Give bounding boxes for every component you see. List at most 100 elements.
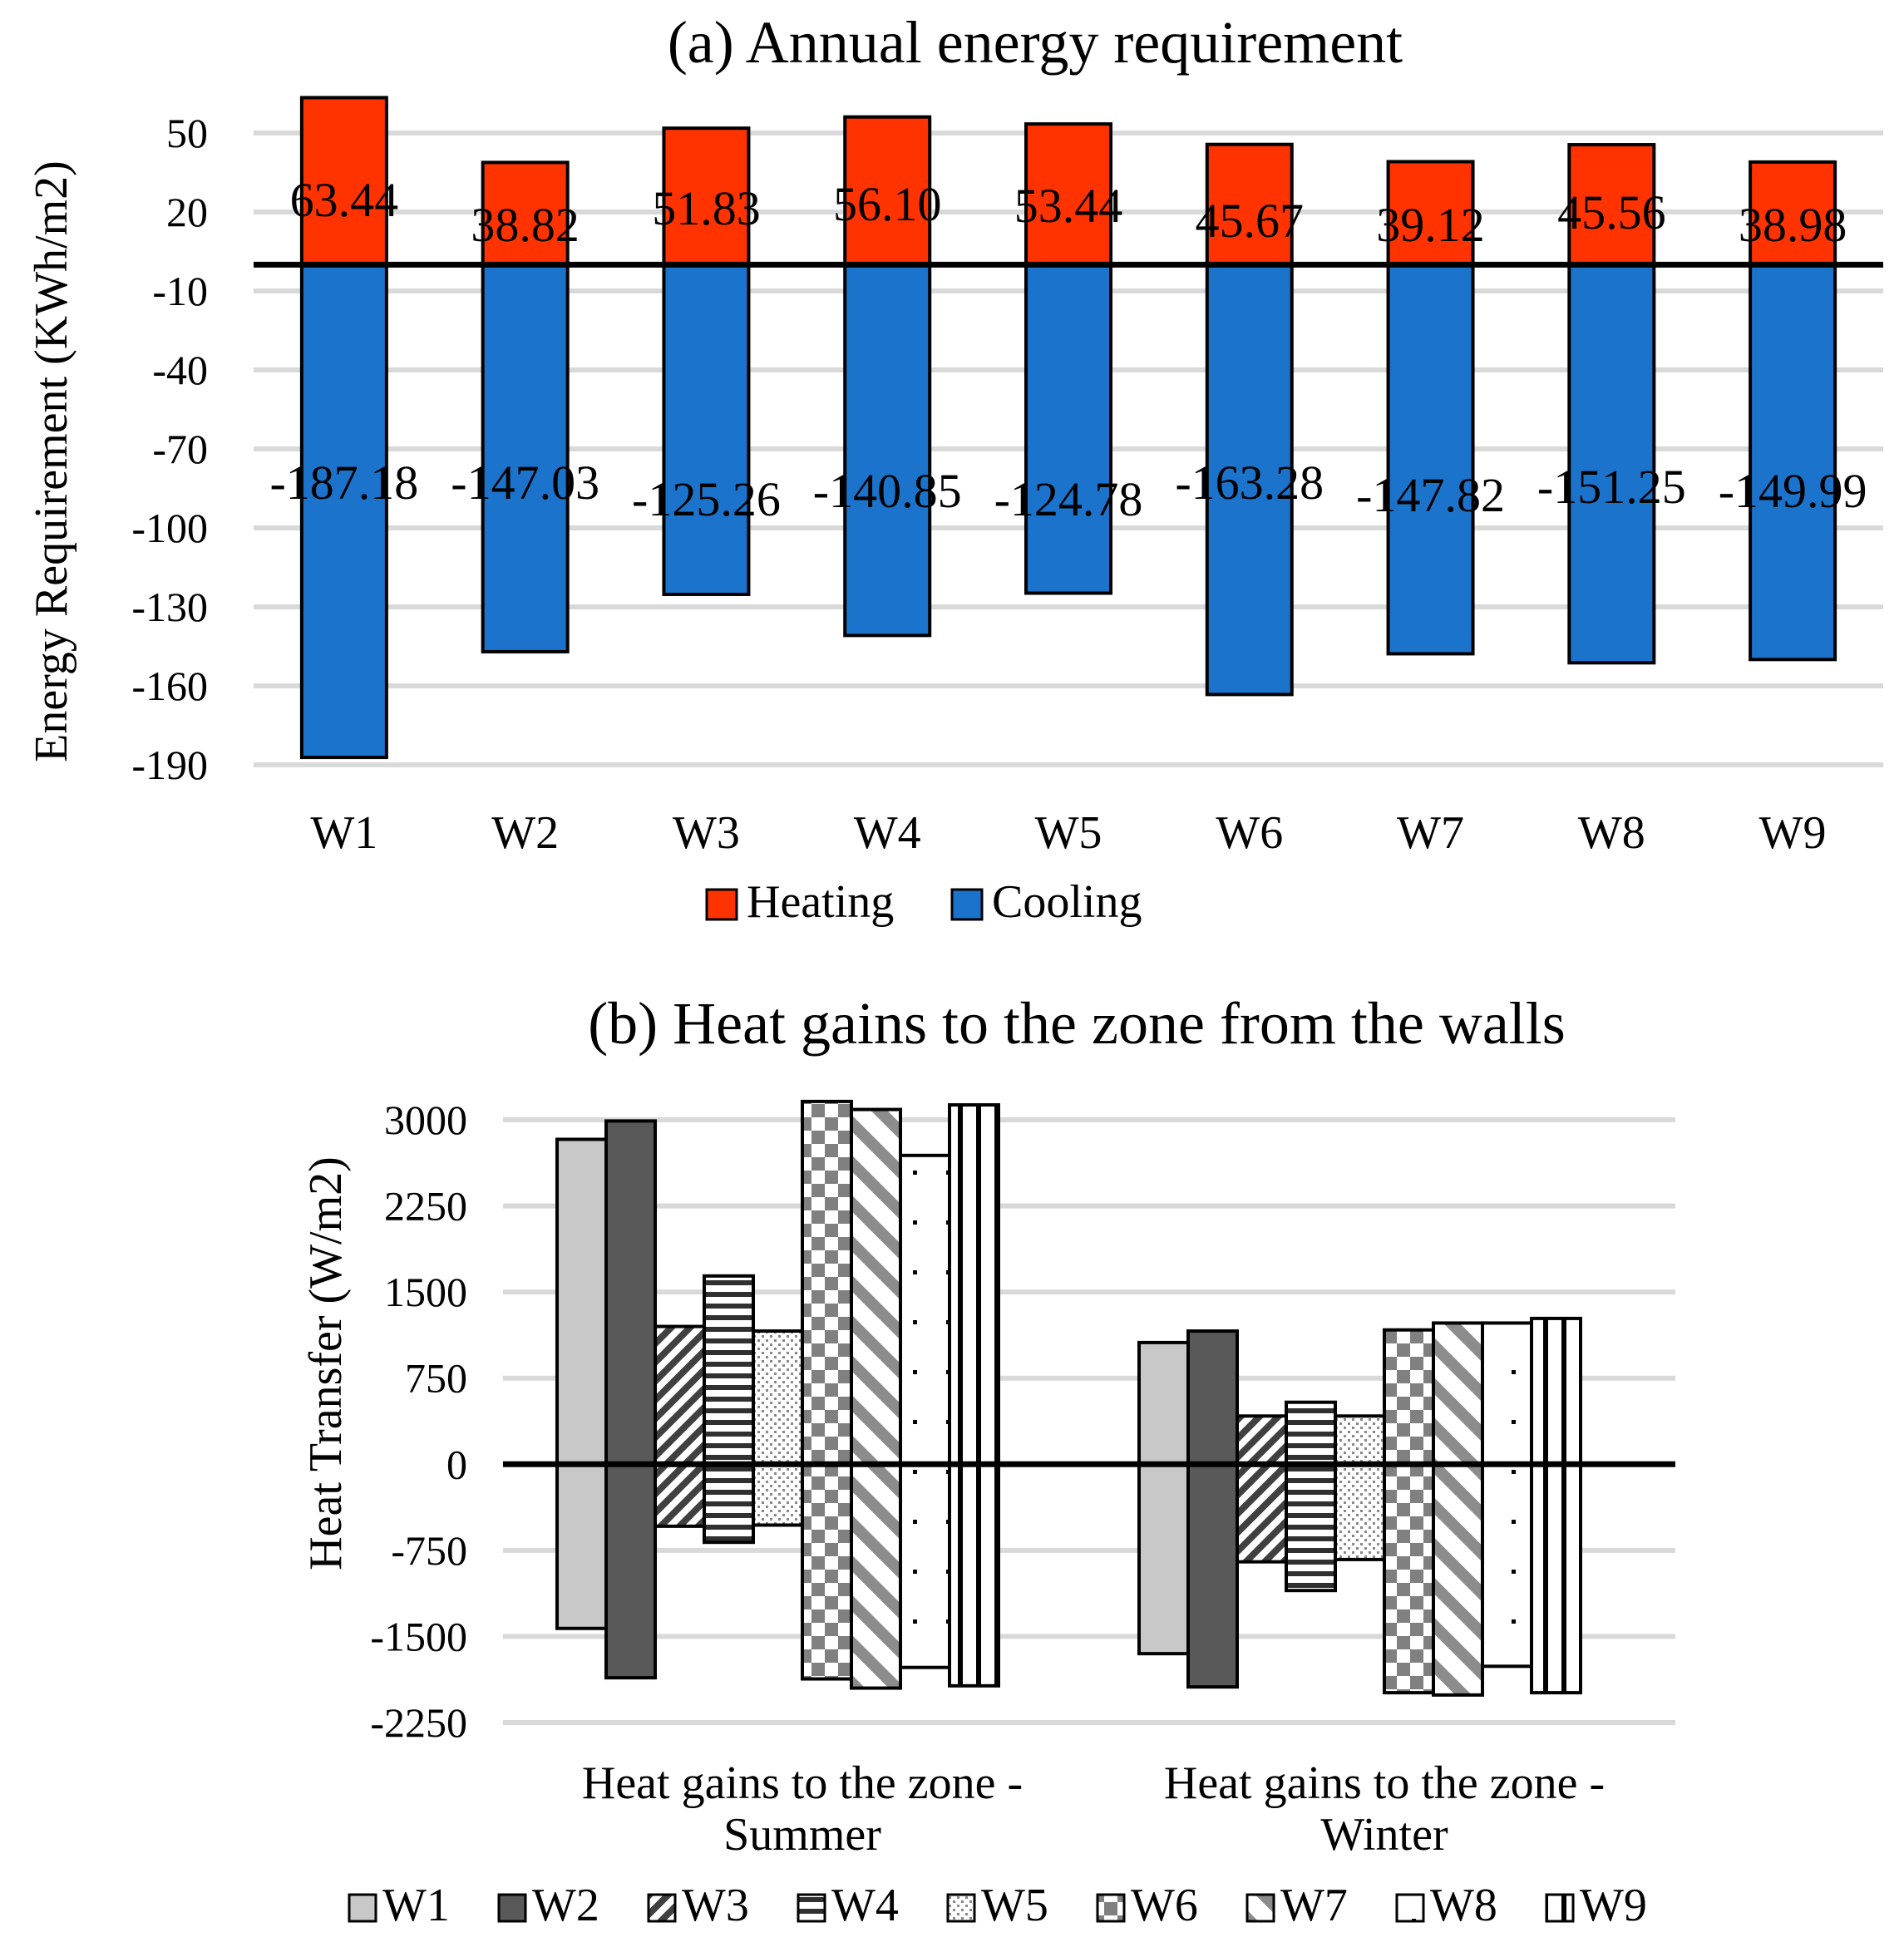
- heat-transfer-bar-w3: [654, 1324, 706, 1528]
- legend-swatch-w7: [1245, 1893, 1275, 1923]
- heat-transfer-bar-w2: [1186, 1329, 1239, 1689]
- cooling-bar: [1749, 263, 1837, 662]
- category-label: W8: [1578, 807, 1645, 859]
- heating-data-label: 63.44: [290, 173, 399, 227]
- heat-transfer-bar-w3: [1236, 1414, 1288, 1564]
- chart-a-data-labels: 63.44 -187.18 38.82 -147.03 51.83 -125.26 56.1…: [269, 173, 1867, 526]
- legend-swatch-w5: [946, 1893, 976, 1923]
- legend-swatch-w6: [1096, 1893, 1126, 1923]
- heating-data-label: 56.10: [833, 177, 942, 231]
- y-tick-label: -750: [391, 1527, 467, 1574]
- heat-transfer-bar-w1: [1137, 1340, 1190, 1656]
- heating-data-label: 45.67: [1196, 194, 1305, 248]
- heat-transfer-bar-w7: [1432, 1321, 1484, 1697]
- legend-swatch-w9: [1545, 1893, 1575, 1923]
- heat-transfer-bar-w5: [1334, 1414, 1386, 1561]
- y-tick-label: -70: [152, 426, 208, 472]
- chart-a-y-axis-label: Energy Requirement (KWh/m2): [26, 160, 77, 762]
- legend-label-w9: W9: [1580, 1880, 1647, 1931]
- chart-b-y-axis-label: Heat Transfer (W/m2): [300, 1156, 352, 1570]
- heating-data-label: 38.98: [1739, 198, 1847, 252]
- chart-a-bars: [299, 96, 1837, 760]
- heating-bar: [1749, 160, 1837, 267]
- category-label: W3: [673, 807, 740, 859]
- heat-transfer-bar-w2: [604, 1119, 657, 1680]
- cooling-bar: [1386, 263, 1475, 656]
- legend-label-w4: W4: [831, 1880, 899, 1931]
- energy-requirement-chart: (a) Annual energy requirement Energy Req…: [26, 9, 1883, 928]
- heat-transfer-bar-w7: [850, 1107, 902, 1690]
- y-tick-label: -160: [131, 663, 208, 709]
- heat-transfer-bar-w4: [703, 1274, 755, 1545]
- y-tick-label: -100: [131, 505, 208, 551]
- legend-cooling-swatch: [950, 888, 984, 921]
- cooling-bar: [299, 263, 388, 760]
- category-label: Heat gains to the zone -: [1164, 1757, 1605, 1809]
- heat-gains-chart: (b) Heat gains to the zone from the wall…: [300, 990, 1675, 1931]
- heating-bar: [1567, 143, 1656, 267]
- y-tick-label: -40: [152, 347, 208, 393]
- chart-a-y-ticks: 50 20 -10 -40 -70 -100 -130 -160 -190: [131, 110, 208, 788]
- legend-cooling-label: Cooling: [992, 876, 1142, 928]
- heat-transfer-bar-w8: [1481, 1321, 1533, 1669]
- legend-swatch-w3: [647, 1893, 677, 1923]
- legend-heating-swatch: [705, 888, 738, 921]
- category-label: Winter: [1320, 1809, 1448, 1861]
- heating-bar: [1024, 122, 1112, 267]
- cooling-bar: [481, 263, 570, 653]
- category-label: W5: [1035, 807, 1102, 859]
- cooling-data-label: -147.82: [1356, 468, 1505, 522]
- legend-label-w3: W3: [682, 1880, 749, 1931]
- legend-label-w7: W7: [1280, 1880, 1348, 1931]
- heat-transfer-bar-w6: [801, 1099, 853, 1681]
- legend-swatch-w2: [497, 1893, 527, 1923]
- legend-swatch-w1: [348, 1893, 377, 1923]
- category-label: W2: [491, 807, 559, 859]
- category-label: Summer: [723, 1809, 881, 1861]
- cooling-bar: [1024, 263, 1112, 595]
- y-tick-label: -1500: [370, 1613, 467, 1659]
- y-tick-label: 0: [446, 1441, 467, 1487]
- heat-transfer-bar-w4: [1285, 1400, 1337, 1593]
- heat-transfer-bar-w5: [752, 1329, 804, 1527]
- cooling-bar: [662, 263, 751, 596]
- chart-b-title: (b) Heat gains to the zone from the wall…: [588, 990, 1566, 1057]
- heating-data-label: 39.12: [1376, 198, 1485, 252]
- y-tick-label: 3000: [384, 1097, 467, 1143]
- heating-bar: [843, 115, 932, 267]
- y-tick-label: 2250: [384, 1183, 467, 1230]
- cooling-data-label: -124.78: [994, 472, 1143, 526]
- cooling-bar: [1567, 263, 1656, 665]
- cooling-data-label: -147.03: [451, 456, 599, 510]
- y-tick-label: 50: [166, 110, 208, 156]
- cooling-data-label: -149.99: [1719, 464, 1867, 518]
- legend-swatch-w4: [797, 1893, 826, 1923]
- legend-swatch-w8: [1395, 1893, 1425, 1923]
- category-label: W4: [854, 807, 921, 859]
- chart-a-legend: Heating Cooling: [705, 876, 1142, 928]
- cooling-data-label: -140.85: [813, 464, 962, 518]
- heating-data-label: 53.44: [1014, 179, 1123, 233]
- heating-bar: [1205, 142, 1294, 267]
- category-label: W6: [1216, 807, 1283, 859]
- category-label: W1: [310, 807, 377, 859]
- y-tick-label: -130: [131, 584, 208, 630]
- y-tick-label: -2250: [370, 1699, 467, 1746]
- legend-label-w6: W6: [1131, 1880, 1198, 1931]
- chart-b-legend: W1 W2 W3 W4 W5 W6 W7 W8 W9: [348, 1880, 1647, 1931]
- heat-transfer-bar-w8: [899, 1153, 951, 1669]
- cooling-data-label: -125.26: [632, 472, 781, 526]
- heating-data-label: 45.56: [1557, 185, 1666, 239]
- chart-a-category-labels: W1 W2 W3 W4 W5 W6 W7 W8 W9: [310, 807, 1826, 859]
- heating-data-label: 38.82: [471, 198, 580, 252]
- heating-data-label: 51.83: [652, 181, 761, 235]
- heat-transfer-bar-w6: [1383, 1328, 1435, 1695]
- legend-label-w1: W1: [382, 1880, 450, 1931]
- chart-b-bars: [555, 1099, 1582, 1697]
- y-tick-label: 750: [405, 1355, 467, 1402]
- cooling-bar: [1205, 263, 1294, 697]
- category-label: Heat gains to the zone -: [582, 1757, 1023, 1809]
- y-tick-label: -10: [152, 268, 208, 314]
